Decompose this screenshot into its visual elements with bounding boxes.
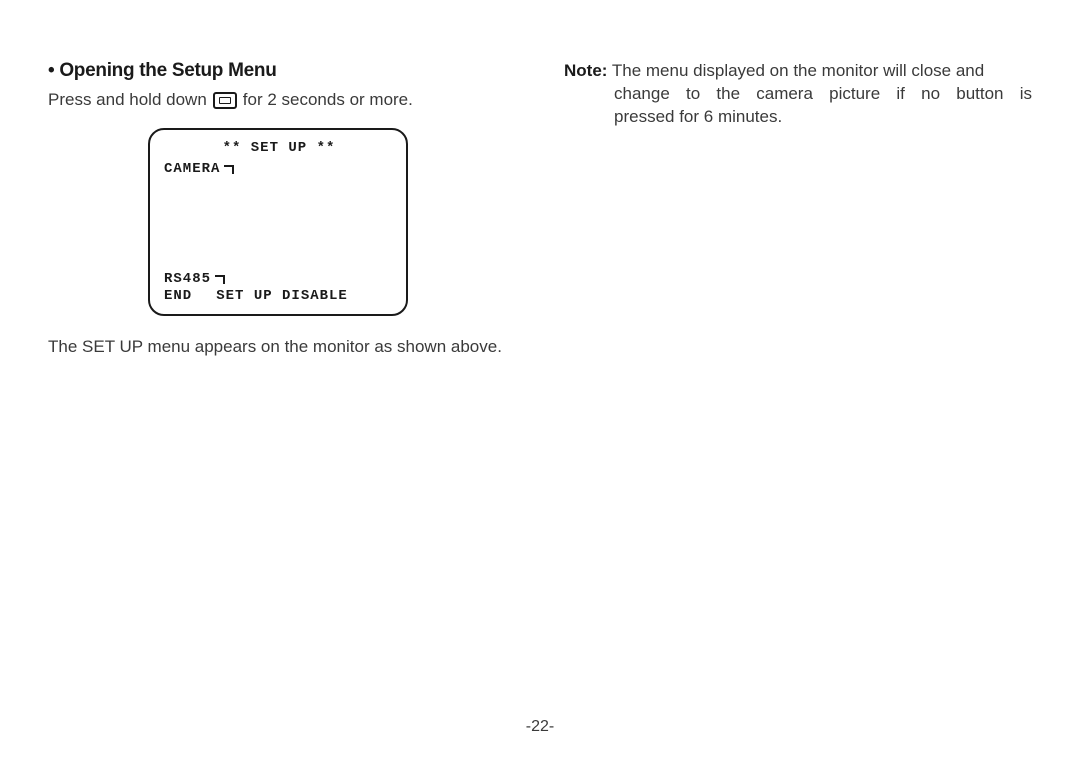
note-line1: The menu displayed on the monitor will c… [607, 61, 984, 80]
page-number: -22- [0, 718, 1080, 736]
note-label: Note: [564, 61, 607, 80]
menu-line-rs485: RS485 [164, 270, 394, 288]
setup-menu-box: ** SET UP ** CAMERA RS485 END SET UP DIS… [148, 128, 408, 316]
page-content: • Opening the Setup Menu Press and hold … [48, 60, 1032, 359]
left-column: • Opening the Setup Menu Press and hold … [48, 60, 516, 359]
button-icon [213, 92, 237, 109]
submenu-arrow-icon [224, 163, 238, 175]
menu-title: ** SET UP ** [164, 140, 394, 156]
section-heading: • Opening the Setup Menu [48, 60, 516, 82]
note-line3: pressed for 6 minutes. [564, 106, 1032, 129]
menu-end-label: END [164, 288, 192, 304]
menu-rs485-label: RS485 [164, 270, 211, 288]
submenu-arrow-icon [215, 273, 229, 285]
right-column: Note: The menu displayed on the monitor … [564, 60, 1032, 359]
instruction-before: Press and hold down [48, 90, 207, 110]
instruction-after: for 2 seconds or more. [243, 90, 413, 110]
menu-spacer [164, 178, 394, 270]
note-line2: change to the camera picture if no butto… [564, 83, 1032, 106]
note-text: Note: The menu displayed on the monitor … [564, 60, 1032, 129]
button-icon-inner [219, 97, 231, 104]
menu-disable-label: SET UP DISABLE [216, 288, 348, 304]
menu-camera-label: CAMERA [164, 160, 220, 178]
below-menu-text: The SET UP menu appears on the monitor a… [48, 336, 516, 359]
instruction-text: Press and hold down for 2 seconds or mor… [48, 90, 516, 110]
menu-line-camera: CAMERA [164, 160, 394, 178]
menu-bottom-row: END SET UP DISABLE [164, 288, 394, 304]
